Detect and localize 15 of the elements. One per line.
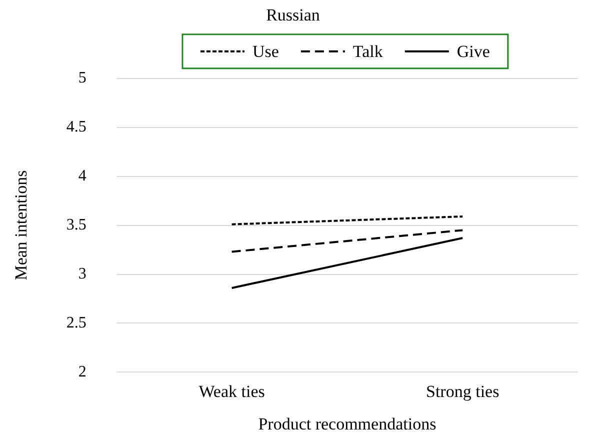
y-tick-label: 3 <box>78 265 86 282</box>
x-axis-title: Product recommendations <box>258 414 436 434</box>
y-axis-title: Mean intentions <box>12 170 31 280</box>
chart-title: Russian <box>266 6 320 25</box>
x-tick-label: Weak ties <box>198 382 265 401</box>
legend-label: Give <box>456 42 490 61</box>
y-tick-label: 2 <box>78 363 86 380</box>
legend-label: Talk <box>352 42 384 61</box>
y-tick-label: 3.5 <box>66 216 86 234</box>
y-tick-label: 5 <box>78 70 86 87</box>
x-tick-label: Strong ties <box>426 382 500 401</box>
y-tick-label: 4 <box>78 168 86 185</box>
legend-label: Use <box>252 42 279 61</box>
y-tick-label: 2.5 <box>66 314 86 332</box>
y-tick-label: 4.5 <box>66 118 86 136</box>
